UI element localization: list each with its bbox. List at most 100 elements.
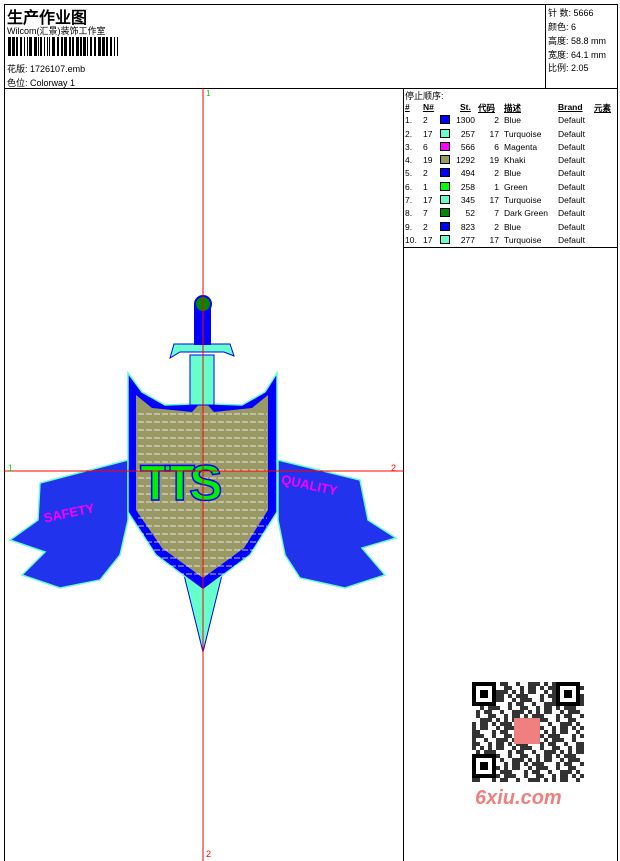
col-number: #	[405, 102, 410, 112]
color-description: Blue	[504, 115, 522, 126]
color-swatch	[440, 181, 450, 191]
color-swatch	[440, 155, 450, 165]
color-code: 2	[494, 221, 499, 232]
table-row: 2. 17 257 17 Turquoise Default	[405, 128, 617, 141]
color-code: 17	[489, 128, 499, 139]
row-number: 2.	[405, 128, 413, 139]
barcode	[8, 37, 118, 56]
left-ribbon	[8, 459, 129, 589]
color-swatch	[440, 195, 450, 205]
design-file-row: 花版: 1726107.emb	[7, 62, 85, 75]
axis-label-left: 1	[8, 463, 13, 473]
needle: 17	[423, 234, 433, 245]
color-description: Blue	[504, 168, 522, 179]
needle: 17	[423, 128, 433, 139]
table-row: 7. 17 345 17 Turquoise Default	[405, 194, 617, 207]
scale: 比例: 2.05	[548, 63, 589, 73]
stitch-count: 针 数: 5666	[548, 8, 594, 18]
table-row: 3. 6 566 6 Magenta Default	[405, 141, 617, 154]
color-description: Khaki	[504, 155, 526, 166]
stop-sequence-title: 停止顺序:	[405, 91, 444, 101]
shield-fill	[136, 395, 268, 578]
color-swatch	[440, 115, 450, 125]
table-row: 4. 19 1292 19 Khaki Default	[405, 154, 617, 167]
colorway-label: 色位:	[7, 78, 28, 88]
needle: 2	[423, 221, 428, 232]
col-element: 元素	[594, 103, 612, 113]
color-description: Turquoise	[504, 128, 542, 139]
stitch-count: 257	[460, 128, 475, 139]
brand: Default	[558, 128, 585, 139]
design-width: 宽度: 64.1 mm	[548, 50, 607, 60]
table-row: 10. 17 277 17 Turquoise Default	[405, 234, 617, 247]
needle: 2	[423, 115, 428, 126]
needle: 6	[423, 141, 428, 152]
needle: 7	[423, 208, 428, 219]
color-description: Turquoise	[504, 195, 542, 206]
color-swatch	[440, 128, 450, 138]
stop-sequence-panel	[403, 88, 618, 248]
color-description: Blue	[504, 221, 522, 232]
col-brand: Brand	[558, 102, 583, 112]
brand: Default	[558, 155, 585, 166]
color-code: 7	[494, 208, 499, 219]
row-number: 7.	[405, 195, 413, 206]
col-description: 描述	[504, 103, 522, 113]
color-count: 颜色: 6	[548, 22, 577, 32]
brand: Default	[558, 181, 585, 192]
needle: 1	[423, 181, 428, 192]
sword-crossguard	[169, 343, 235, 360]
table-row: 6. 1 258 1 Green Default	[405, 181, 617, 194]
page-title: 生产作业图	[7, 10, 88, 27]
color-code: 19	[489, 155, 499, 166]
design-height: 高度: 58.8 mm	[548, 36, 607, 46]
brand: Default	[558, 234, 585, 245]
design-file: 1726107.emb	[30, 64, 86, 74]
design-canvas: SAFETY QUALITY TTS 1 2 1 2	[4, 88, 404, 861]
row-number: 4.	[405, 155, 413, 166]
stitch-count: 566	[460, 141, 475, 152]
brand: Default	[558, 195, 585, 206]
color-swatch	[440, 141, 450, 151]
colorway-value: Colorway 1	[30, 78, 76, 88]
row-number: 6.	[405, 181, 413, 192]
color-code: 17	[489, 195, 499, 206]
needle: 19	[423, 155, 433, 166]
stitch-count: 494	[460, 168, 475, 179]
row-number: 1.	[405, 115, 413, 126]
color-code: 17	[489, 234, 499, 245]
row-number: 8.	[405, 208, 413, 219]
stitch-count: 52	[465, 208, 475, 219]
right-ribbon	[277, 459, 398, 589]
stitch-count: 277	[460, 234, 475, 245]
watermark-text: 6xiu.com	[475, 787, 562, 809]
stitch-count: 1300	[456, 115, 475, 126]
color-swatch	[440, 221, 450, 231]
color-code: 2	[494, 115, 499, 126]
company-name: Wilcom(汇景)装饰工作室	[7, 26, 106, 36]
brand: Default	[558, 168, 585, 179]
colorway-row: 色位: Colorway 1	[7, 76, 75, 89]
col-needle: N#	[423, 102, 434, 112]
color-code: 1	[494, 181, 499, 192]
table-row: 5. 2 494 2 Blue Default	[405, 167, 617, 180]
brand: Default	[558, 208, 585, 219]
color-code: 6	[494, 141, 499, 152]
stitch-count: 345	[460, 195, 475, 206]
row-number: 9.	[405, 221, 413, 232]
brand: Default	[558, 141, 585, 152]
needle: 17	[423, 195, 433, 206]
color-description: Green	[504, 181, 528, 192]
table-header: # N# St. 代码 描述 Brand 元素	[405, 101, 617, 114]
col-stitches: St.	[460, 102, 471, 112]
axis-label-right: 2	[391, 463, 396, 473]
color-swatch	[440, 208, 450, 218]
row-number: 3.	[405, 141, 413, 152]
axis-label-bottom: 2	[206, 849, 211, 859]
color-code: 2	[494, 168, 499, 179]
stitch-count: 258	[460, 181, 475, 192]
color-description: Magenta	[504, 141, 538, 152]
table-row: 1. 2 1300 2 Blue Default	[405, 114, 617, 127]
needle: 2	[423, 168, 428, 179]
